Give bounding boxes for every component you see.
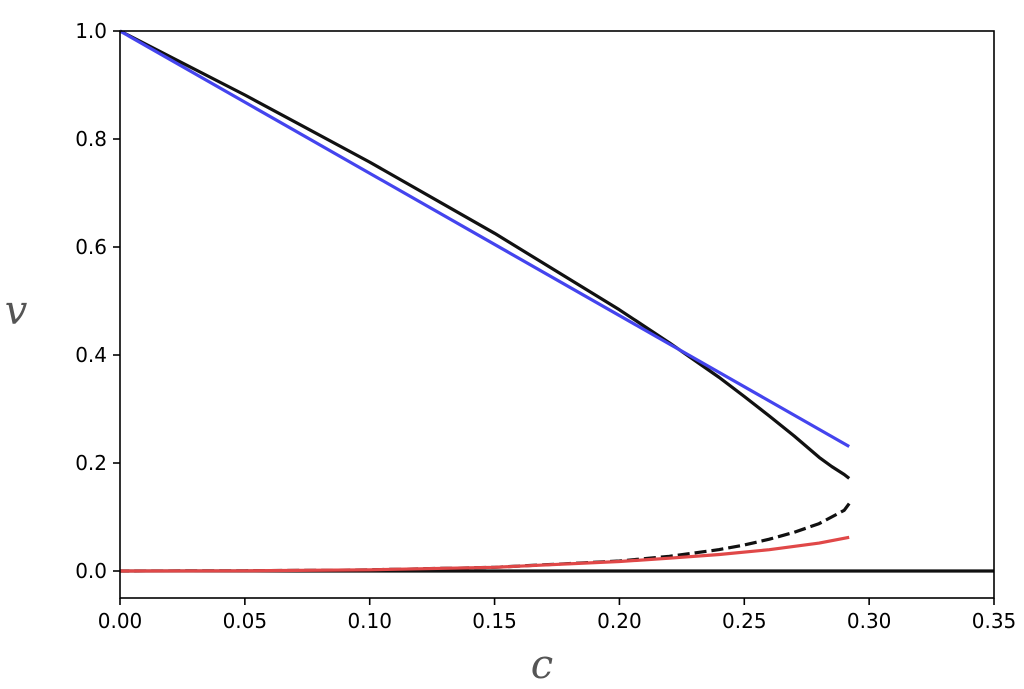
series-line-2 [119, 502, 851, 573]
x-tick-label: 0.25 [722, 609, 767, 633]
x-axis-label: c [531, 642, 553, 688]
plot-frame [119, 30, 995, 599]
y-axis-label: v [5, 288, 28, 334]
x-tick-label: 0.20 [597, 609, 642, 633]
x-tick-label: 0.10 [347, 609, 392, 633]
series-line-5 [119, 535, 850, 573]
ticks-layer: 0.00 0.05 0.10 0.15 0.20 0.25 0.30 0.35 0.0 0.2 0.… [75, 19, 1016, 633]
x-tick-label: 0.05 [223, 609, 268, 633]
y-tick-label: 0.0 [75, 559, 107, 583]
series-line-4 [119, 29, 850, 448]
y-tick-label: 0.4 [75, 343, 107, 367]
x-tick-label: 0.00 [98, 609, 143, 633]
y-tick-label: 0.2 [75, 451, 107, 475]
x-tick-label: 0.30 [847, 609, 892, 633]
series-layer [119, 29, 994, 573]
x-tick-label: 0.35 [972, 609, 1017, 633]
y-tick-label: 1.0 [75, 19, 107, 43]
x-tick-label: 0.15 [472, 609, 517, 633]
y-tick-label: 0.8 [75, 127, 107, 151]
y-tick-label: 0.6 [75, 235, 107, 259]
series-line-1 [119, 29, 851, 480]
